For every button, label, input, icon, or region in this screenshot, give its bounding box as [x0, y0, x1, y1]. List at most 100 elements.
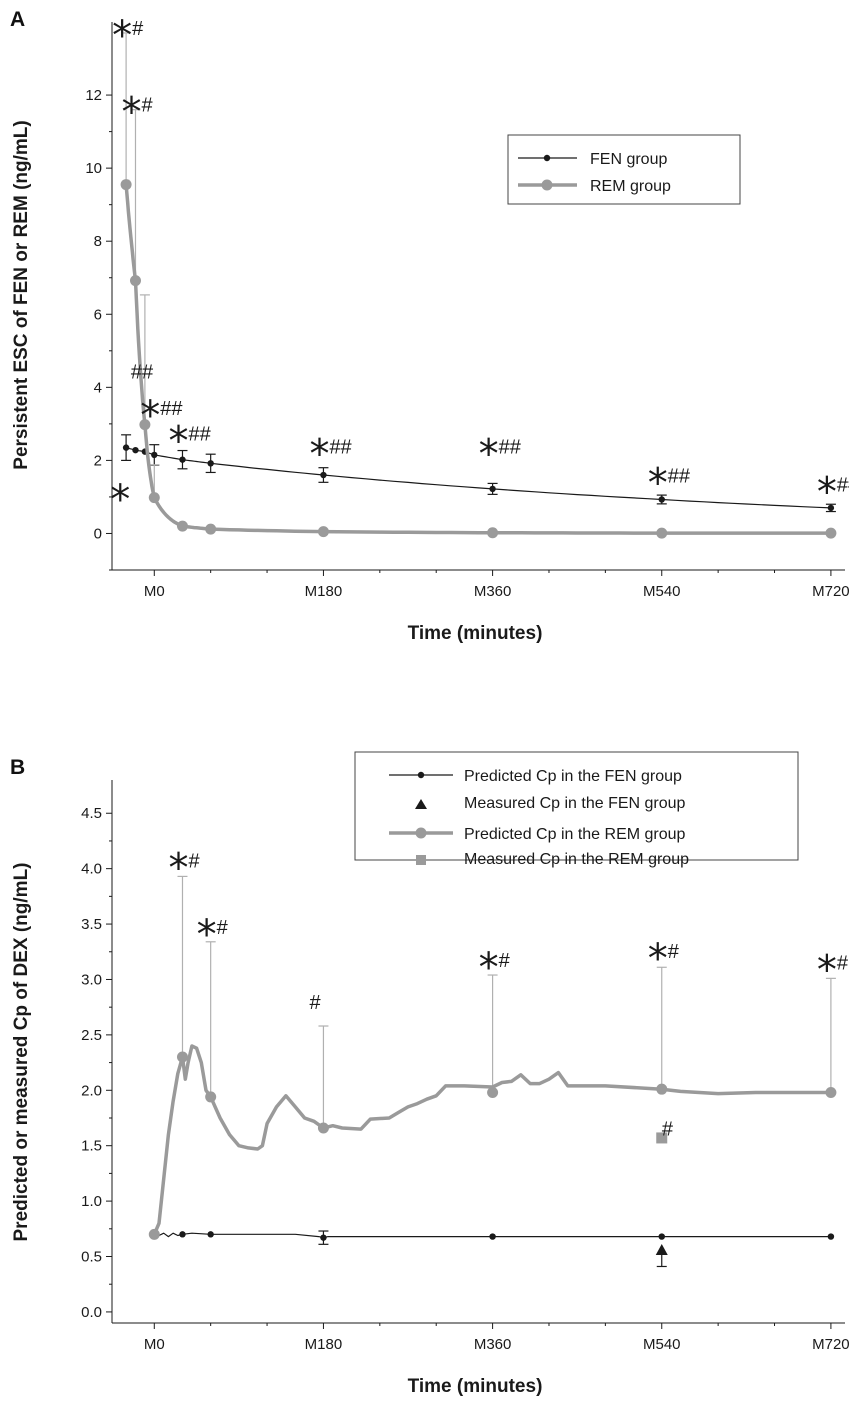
data-point — [179, 456, 186, 463]
legend-marker-rem-measured — [416, 855, 426, 865]
y-tick-label: 3.5 — [81, 916, 102, 933]
legend-marker-fen-measured — [415, 799, 427, 809]
y-tick-label: 2.5 — [81, 1027, 102, 1044]
significance-marker: *## — [140, 393, 183, 439]
significance-marker: *## — [168, 418, 211, 464]
legend-label-fen-measured: Measured Cp in the FEN group — [464, 795, 686, 812]
data-point — [207, 460, 214, 467]
data-point — [176, 1051, 188, 1063]
x-tick-label: M180 — [305, 583, 343, 600]
x-tick-label: M0 — [144, 1336, 165, 1353]
data-point — [120, 179, 132, 191]
y-tick-label: 1.5 — [81, 1138, 102, 1155]
legend: FEN group REM group — [507, 134, 741, 205]
y-axis-title: Persistent ESC of FEN or REM (ng/mL) — [11, 120, 32, 469]
data-point — [658, 1233, 665, 1240]
data-point — [179, 1231, 186, 1238]
data-point — [487, 527, 499, 539]
significance-marker: * — [110, 477, 130, 523]
data-point — [825, 527, 837, 539]
data-point — [317, 526, 329, 538]
data-point — [148, 1228, 160, 1240]
significance-marker: ## — [131, 361, 154, 383]
data-point — [151, 451, 158, 459]
y-tick-label: 4 — [94, 379, 102, 396]
significance-marker: *# — [168, 845, 200, 891]
data-point — [132, 446, 139, 454]
legend-box — [354, 751, 799, 861]
data-point — [656, 527, 668, 539]
y-tick-label: 0.5 — [81, 1249, 102, 1266]
legend-marker-rem-predicted — [415, 827, 427, 839]
series-line — [152, 1044, 831, 1235]
y-tick-label: 4.0 — [81, 861, 102, 878]
data-point — [320, 1234, 327, 1241]
data-point — [176, 520, 188, 532]
data-point — [656, 1083, 668, 1095]
x-axis-title: Time (minutes) — [408, 623, 543, 644]
x-tick-label: M540 — [643, 1336, 681, 1353]
x-axis-title: Time (minutes) — [408, 1376, 543, 1397]
data-point — [207, 1231, 214, 1238]
significance-marker: *# — [817, 947, 849, 993]
legend-label-fen-predicted: Predicted Cp in the FEN group — [464, 768, 682, 785]
panel-b-label: B — [10, 756, 25, 779]
y-tick-label: 10 — [85, 160, 102, 177]
x-tick-label: M180 — [305, 1336, 343, 1353]
legend-label-rem-measured: Measured Cp in the REM group — [464, 851, 689, 868]
x-tick-label: M0 — [144, 583, 165, 600]
y-tick-label: 2 — [94, 452, 102, 469]
y-tick-label: 12 — [85, 87, 102, 104]
y-tick-label: 6 — [94, 306, 102, 323]
y-axis-title: Predicted or measured Cp of DEX (ng/mL) — [11, 863, 32, 1242]
legend-label-rem: REM group — [590, 178, 671, 195]
x-tick-label: M360 — [474, 1336, 512, 1353]
legend-marker-rem — [541, 179, 553, 191]
series-line — [154, 1232, 831, 1239]
data-point — [139, 419, 151, 431]
data-point-square — [656, 1132, 668, 1144]
significance-marker: *# — [121, 90, 153, 136]
data-point-triangle — [655, 1243, 668, 1255]
significance-marker: *# — [112, 13, 144, 59]
data-point — [827, 1233, 835, 1240]
significance-marker: # — [309, 992, 321, 1014]
data-point — [658, 496, 665, 503]
y-tick-label: 3.0 — [81, 971, 102, 988]
significance-marker: *## — [479, 431, 522, 477]
significance-marker: *## — [648, 460, 691, 506]
significance-marker: # — [662, 1119, 674, 1141]
data-point — [122, 444, 130, 451]
data-point — [827, 504, 835, 512]
x-tick-label: M720 — [812, 1336, 849, 1353]
legend-marker-fen-predicted — [417, 771, 425, 779]
data-point — [489, 485, 496, 493]
y-tick-label: 0 — [94, 525, 102, 542]
data-point — [489, 1233, 496, 1240]
y-tick-label: 4.5 — [81, 805, 102, 822]
significance-marker: *# — [648, 936, 680, 982]
x-tick-label: M360 — [474, 583, 512, 600]
y-tick-label: 2.0 — [81, 1082, 102, 1099]
panel-a-label: A — [10, 8, 25, 31]
significance-marker: *# — [479, 945, 511, 991]
data-point — [148, 492, 160, 504]
legend-marker-fen — [543, 154, 551, 162]
data-point — [487, 1087, 499, 1099]
data-point — [320, 471, 327, 479]
legend-label-fen: FEN group — [590, 151, 667, 168]
significance-marker: *# — [197, 912, 229, 958]
y-tick-label: 1.0 — [81, 1193, 102, 1210]
data-point — [317, 1122, 329, 1134]
legend-box — [507, 134, 741, 205]
data-point — [825, 1087, 837, 1099]
x-tick-label: M720 — [812, 583, 849, 600]
data-point — [205, 523, 217, 535]
significance-marker: *## — [817, 470, 849, 516]
legend-label-rem-predicted: Predicted Cp in the REM group — [464, 826, 686, 843]
series-line — [125, 447, 831, 509]
data-point — [129, 275, 141, 287]
y-tick-label: 0.0 — [81, 1304, 102, 1321]
